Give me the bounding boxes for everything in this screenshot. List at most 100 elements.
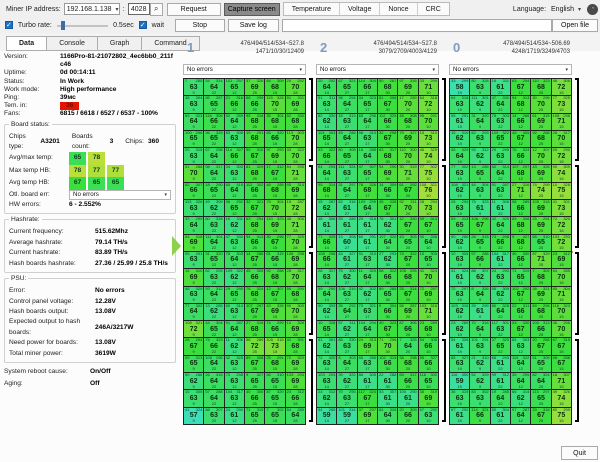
log-path-input[interactable]	[282, 18, 553, 32]
chip-temp-value: 69	[363, 412, 372, 420]
chip-sub-bottom: 12	[518, 262, 523, 268]
chip-cell: 63 317 68 30	[378, 148, 399, 166]
turbo-rate-checkbox[interactable]: ✓	[5, 21, 13, 29]
chip-sub-left: 72	[451, 286, 456, 291]
chip-sub-left: 12	[266, 286, 271, 291]
stop-button[interactable]: Stop	[175, 18, 225, 32]
chip-cell: 100 290 61 20	[398, 390, 419, 408]
tab-command[interactable]: Command	[142, 36, 200, 51]
search-icon[interactable]: ⌕	[149, 2, 163, 16]
chip-sub-right: 306	[563, 79, 570, 83]
chip-sub-values: 39 322	[337, 373, 356, 378]
chip-temp-value: 66	[250, 273, 259, 281]
info-row: Version: 1166Pro-81-21072802_4ec6bb0_211f…	[4, 53, 176, 69]
chip-sub-values: 13 285	[204, 304, 223, 309]
wait-checkbox[interactable]: ✓	[138, 21, 147, 29]
port-input[interactable]: 4028	[127, 3, 150, 15]
chip-sub-values: 67 298	[204, 148, 223, 153]
chip-sub-bottom: 10	[426, 314, 431, 320]
tab-graph[interactable]: Graph	[97, 36, 143, 51]
chip-sub-bottom: 30	[385, 227, 390, 233]
chip-temp-value: 74	[424, 152, 433, 160]
chip-sub-left: 20	[185, 148, 190, 153]
ip-combo[interactable]: 192.168.1.138 ▾	[63, 3, 120, 15]
chip-sub-bottom: 15	[272, 279, 278, 285]
chip-sub-left: 84	[512, 338, 517, 343]
board-error-dropdown[interactable]: No errors ▾	[316, 64, 439, 75]
quit-button[interactable]: Quit	[561, 446, 598, 460]
refresh-interval-slider[interactable]	[56, 20, 109, 30]
chip-sub-values: 42 325	[225, 356, 244, 361]
chip-sub-bottom: 27	[344, 158, 350, 164]
chip-sub-left: 88	[338, 338, 343, 343]
chip-sub-bottom: 25	[252, 227, 257, 233]
capture-screen-button[interactable]: Capture screen	[223, 2, 280, 16]
chip-sub-left: 18	[205, 182, 210, 187]
status-circle-icon[interactable]: ◔	[587, 3, 598, 15]
chip-sub-values: 40 300	[511, 252, 530, 257]
tab-console[interactable]: Console	[47, 36, 98, 51]
chip-sub-right: 286	[522, 113, 530, 118]
chip-sub-values: 110 323	[531, 79, 550, 84]
chip-sub-values: 67 321	[337, 79, 356, 84]
chip-cell: 108 321 72 9	[184, 321, 205, 339]
board-error-dropdown[interactable]: No errors ▾	[69, 189, 171, 200]
info-row: Hash boards hashrate: 27.36 / 25.99 / 25.…	[9, 259, 171, 269]
chip-cell: 77 325 70 28	[285, 234, 306, 252]
chip-temp-value: 70	[291, 135, 300, 143]
chip-cell: 90 286 62 19	[450, 234, 471, 252]
chip-temp-value: 68	[250, 169, 259, 177]
chip-temp-value: 63	[189, 83, 198, 91]
info-label: Need power for boards:	[9, 339, 78, 347]
tab-data[interactable]: Data	[6, 36, 48, 51]
chip-sub-right: 306	[215, 113, 223, 118]
chip-sub-right: 296	[481, 217, 489, 222]
chip-cell: 25 291 69 25	[531, 217, 552, 235]
chip-cell: 72 320 72 15	[551, 217, 572, 235]
chip-sub-right: 299	[430, 79, 437, 83]
chip-sub-values: 9 327	[245, 373, 264, 378]
chip-sub-bottom: 12	[232, 366, 237, 372]
chip-sub-bottom: 19	[457, 227, 462, 233]
scroll-left-arrow-icon[interactable]	[172, 236, 181, 256]
chip-cell: 44 304 65 22	[204, 321, 225, 339]
chip-sub-values: 68 299	[245, 96, 264, 101]
chip-sub-bottom: 15	[272, 141, 278, 147]
chip-temp-value: 63	[476, 187, 484, 195]
chip-sub-bottom: 22	[211, 106, 217, 112]
chip-sub-values: 90 309	[552, 165, 571, 170]
open-file-button[interactable]: Open file	[552, 18, 599, 32]
chip-sub-right: 312	[297, 390, 304, 395]
chip-cell: 65 296 64 17	[357, 113, 378, 131]
slider-thumb[interactable]	[60, 21, 65, 30]
chip-cell: 9 327 65 25	[245, 373, 266, 391]
chip-sub-left: 41	[419, 269, 425, 274]
chip-sub-bottom: 22	[211, 262, 217, 268]
language-combo[interactable]: English ▾	[549, 3, 583, 15]
chip-temp-value: 64	[210, 152, 218, 160]
chip-cell: 38 321 69 25	[531, 286, 552, 304]
chip-sub-bottom: 9	[192, 106, 195, 112]
chip-temp-value: 68	[250, 291, 259, 299]
fn-button-voltage[interactable]: Voltage	[340, 3, 381, 15]
chip-sub-right: 300	[236, 165, 243, 170]
chip-cell: 95 291 61 19	[450, 113, 471, 131]
save-log-button[interactable]: Save log	[227, 18, 280, 32]
chip-sub-bottom: 22	[498, 245, 503, 251]
chip-sub-values: 28 294	[450, 200, 469, 205]
chip-sub-bottom: 28	[293, 297, 298, 303]
fn-button-crc[interactable]: CRC	[425, 5, 441, 13]
fn-button-nonce[interactable]: Nonce	[380, 3, 418, 15]
chip-sub-left: 85	[205, 96, 210, 101]
chip-sub-left: 36	[451, 390, 456, 395]
fn-button-temperature[interactable]: Temperature	[284, 3, 340, 15]
request-button[interactable]: Request	[166, 2, 221, 16]
chip-sub-left: 15	[419, 130, 425, 135]
chip-sub-left: 106	[471, 217, 479, 222]
board-error-dropdown[interactable]: No errors ▾	[183, 64, 306, 75]
chip-sub-left: 36	[205, 130, 210, 135]
chip-cell: 95 291 70 10	[418, 113, 439, 131]
chip-sub-bottom: 30	[385, 331, 390, 337]
chip-sub-values: 81 306	[378, 96, 397, 101]
board-error-dropdown[interactable]: No errors ▾	[449, 64, 572, 75]
